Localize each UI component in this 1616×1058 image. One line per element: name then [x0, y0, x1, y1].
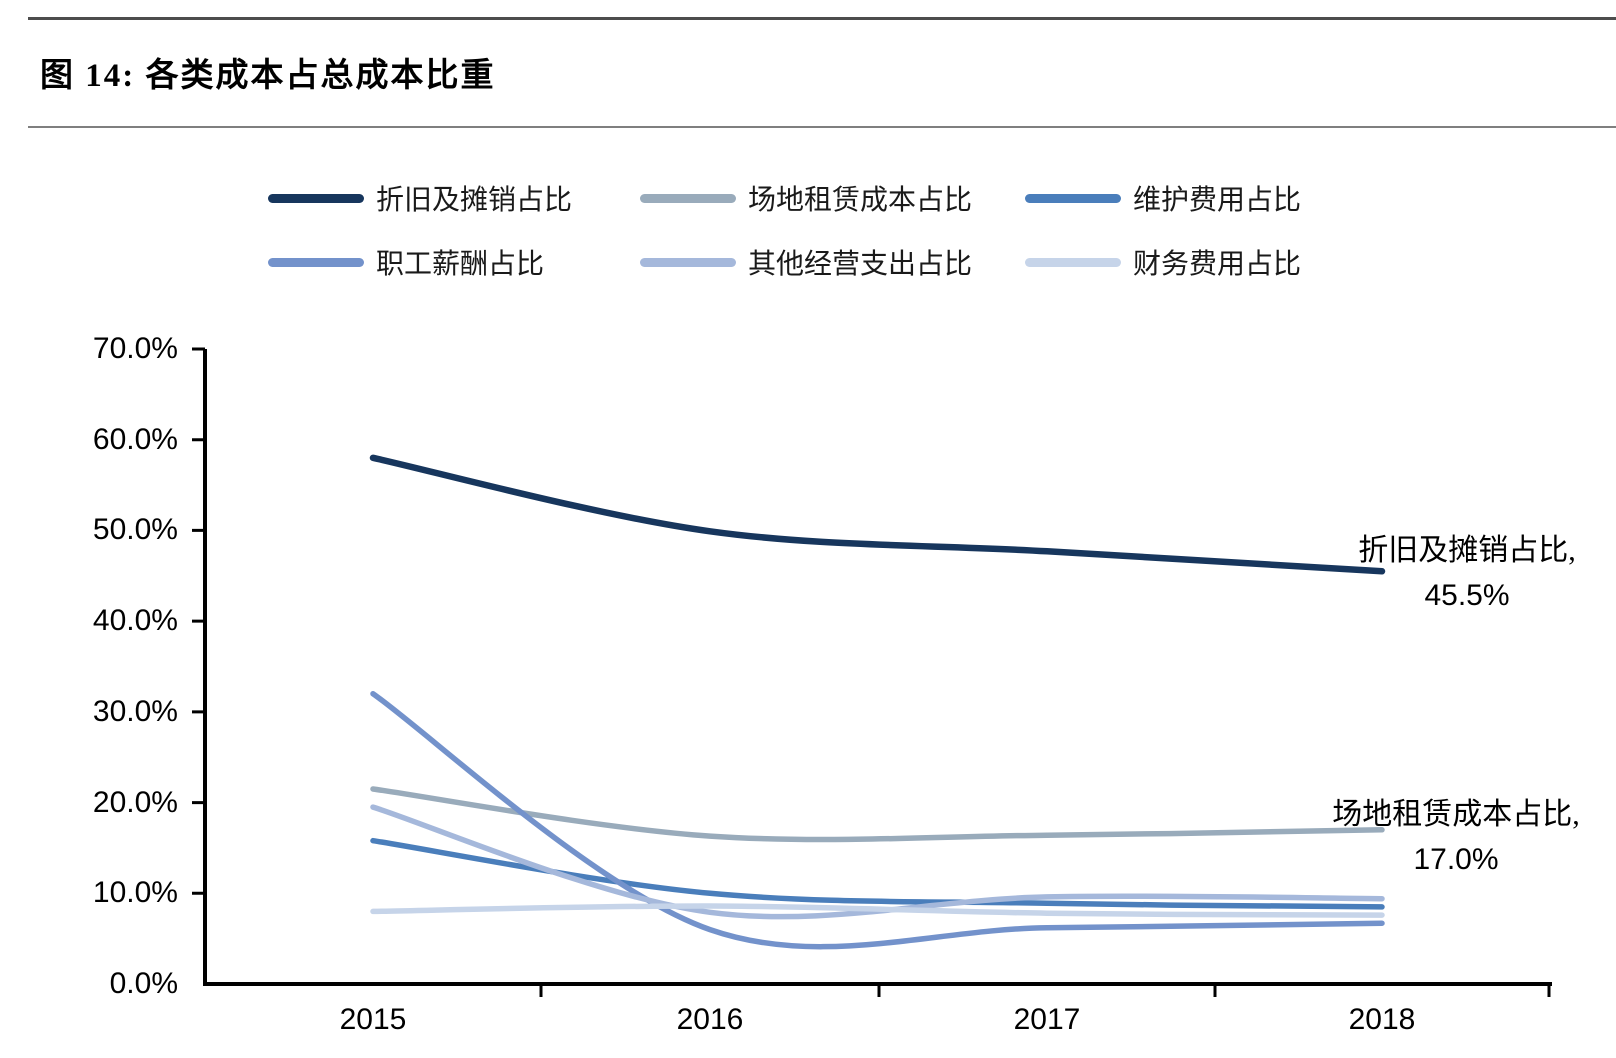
legend-item-0: 折旧及摊销占比: [268, 178, 640, 218]
legend-label: 财务费用占比: [1133, 249, 1302, 280]
series-line-5: [370, 903, 1385, 918]
legend-item-4: 其他经营支出占比: [640, 242, 1025, 282]
x-tick-label: 2018: [1348, 1003, 1416, 1036]
axis-lines: [203, 349, 1552, 986]
axis-ticks: [192, 347, 1551, 997]
legend-swatch-icon: [640, 257, 736, 267]
title-divider-rule: [28, 126, 1616, 128]
figure-title: 图 14: 各类成本占总成本比重: [40, 48, 496, 96]
y-tick-label: 60.0%: [92, 422, 178, 456]
y-tick-label: 20.0%: [92, 785, 178, 819]
legend-item-3: 职工薪酬占比: [268, 242, 640, 282]
legend-label: 折旧及摊销占比: [376, 185, 573, 216]
y-tick-label: 50.0%: [92, 513, 178, 547]
annotation-depreciation-series: 折旧及摊销占比,: [1358, 534, 1576, 567]
x-tick-label: 2015: [339, 1003, 407, 1036]
annotation-rental: 场地租赁成本占比, 17.0%: [1300, 792, 1612, 882]
x-tick-label: 2017: [1013, 1003, 1081, 1036]
legend-swatch-icon: [1025, 257, 1121, 267]
legend-label: 维护费用占比: [1133, 185, 1302, 216]
legend-label: 场地租赁成本占比: [748, 185, 973, 216]
y-tick-label: 10.0%: [92, 876, 178, 910]
legend-swatch-icon: [268, 193, 364, 203]
series-line-0: [369, 454, 1386, 575]
top-divider-rule: [28, 17, 1616, 20]
chart-legend: 折旧及摊销占比 场地租赁成本占比 维护费用占比职工薪酬占比 其他经营支出占比 财务费用占…: [268, 178, 1345, 282]
annotation-rental-series: 场地租赁成本占比,: [1332, 798, 1580, 831]
legend-item-5: 财务费用占比: [1025, 242, 1345, 282]
legend-item-1: 场地租赁成本占比: [640, 178, 1025, 218]
legend-label: 其他经营支出占比: [748, 249, 973, 280]
annotation-depreciation: 折旧及摊销占比, 45.5%: [1318, 528, 1616, 618]
figure-title-text: 图 14: 各类成本占总成本比重: [40, 58, 496, 94]
y-tick-label: 0.0%: [109, 967, 178, 1000]
series-line-2: [370, 837, 1385, 910]
y-tick-label: 40.0%: [92, 604, 178, 638]
annotation-rental-value: 17.0%: [1413, 843, 1499, 876]
series-line-3: [370, 690, 1385, 950]
y-tick-label: 30.0%: [92, 694, 178, 728]
legend-label: 职工薪酬占比: [376, 249, 545, 280]
legend-item-2: 维护费用占比: [1025, 178, 1345, 218]
y-tick-label: 70.0%: [92, 332, 178, 365]
legend-swatch-icon: [1025, 193, 1121, 203]
annotation-depreciation-value: 45.5%: [1424, 579, 1510, 612]
legend-swatch-icon: [640, 193, 736, 203]
x-tick-label: 2016: [676, 1003, 744, 1036]
legend-swatch-icon: [268, 257, 364, 267]
